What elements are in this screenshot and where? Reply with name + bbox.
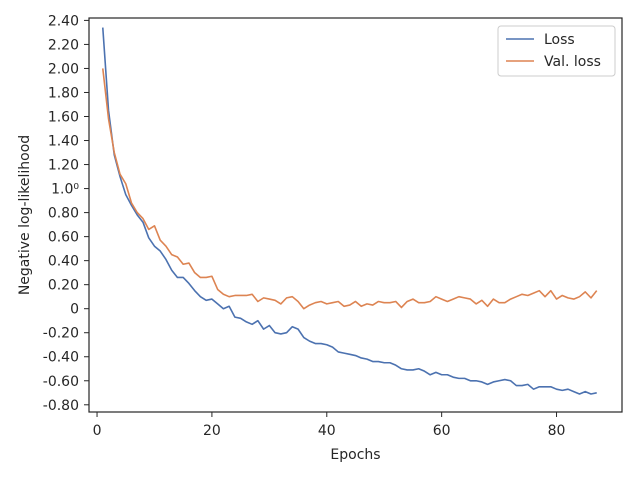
y-tick-label: -0.60 [43,374,79,390]
y-tick-label: 0 [70,302,79,318]
y-tick-label: -0.20 [43,326,79,342]
y-tick-label: 2.20 [48,37,79,53]
y-tick-label: 0.20 [48,278,79,294]
y-tick-label: 1.40 [48,134,79,150]
x-tick-label: 80 [548,423,566,439]
legend-label-val-loss: Val. loss [544,54,601,70]
x-tick-label: 0 [93,423,102,439]
legend: Loss Val. loss [497,25,616,77]
x-axis: 0 20 40 60 80 [93,412,566,439]
y-axis: -0.80 -0.60 -0.40 -0.20 0 0.20 0.40 0.60 0.80 1.0… [43,13,89,414]
x-tick-label: 20 [203,423,221,439]
y-tick-label: -0.40 [43,350,79,366]
y-tick-label: 1.0⁰ [51,182,79,198]
y-axis-label: Negative log-likelihood [17,135,33,295]
y-tick-label: 0.60 [48,230,79,246]
x-axis-label: Epochs [330,447,380,463]
y-tick-label: 1.80 [48,85,79,101]
y-tick-label: 2.40 [48,13,79,29]
series-line-loss [101,27,597,395]
series-line-val-loss [101,68,598,310]
y-tick-label: 1.20 [48,158,79,174]
y-tick-label: 0.80 [48,206,79,222]
y-tick-label: 2.00 [48,61,79,77]
x-tick-label: 60 [433,423,451,439]
y-tick-label: 1.60 [48,110,79,126]
plot-area [88,17,623,413]
x-tick-label: 40 [318,423,336,439]
series-layer [101,27,598,395]
y-tick-label: -0.80 [43,398,79,414]
y-tick-label: 0.40 [48,254,79,270]
legend-label-loss: Loss [544,32,575,48]
